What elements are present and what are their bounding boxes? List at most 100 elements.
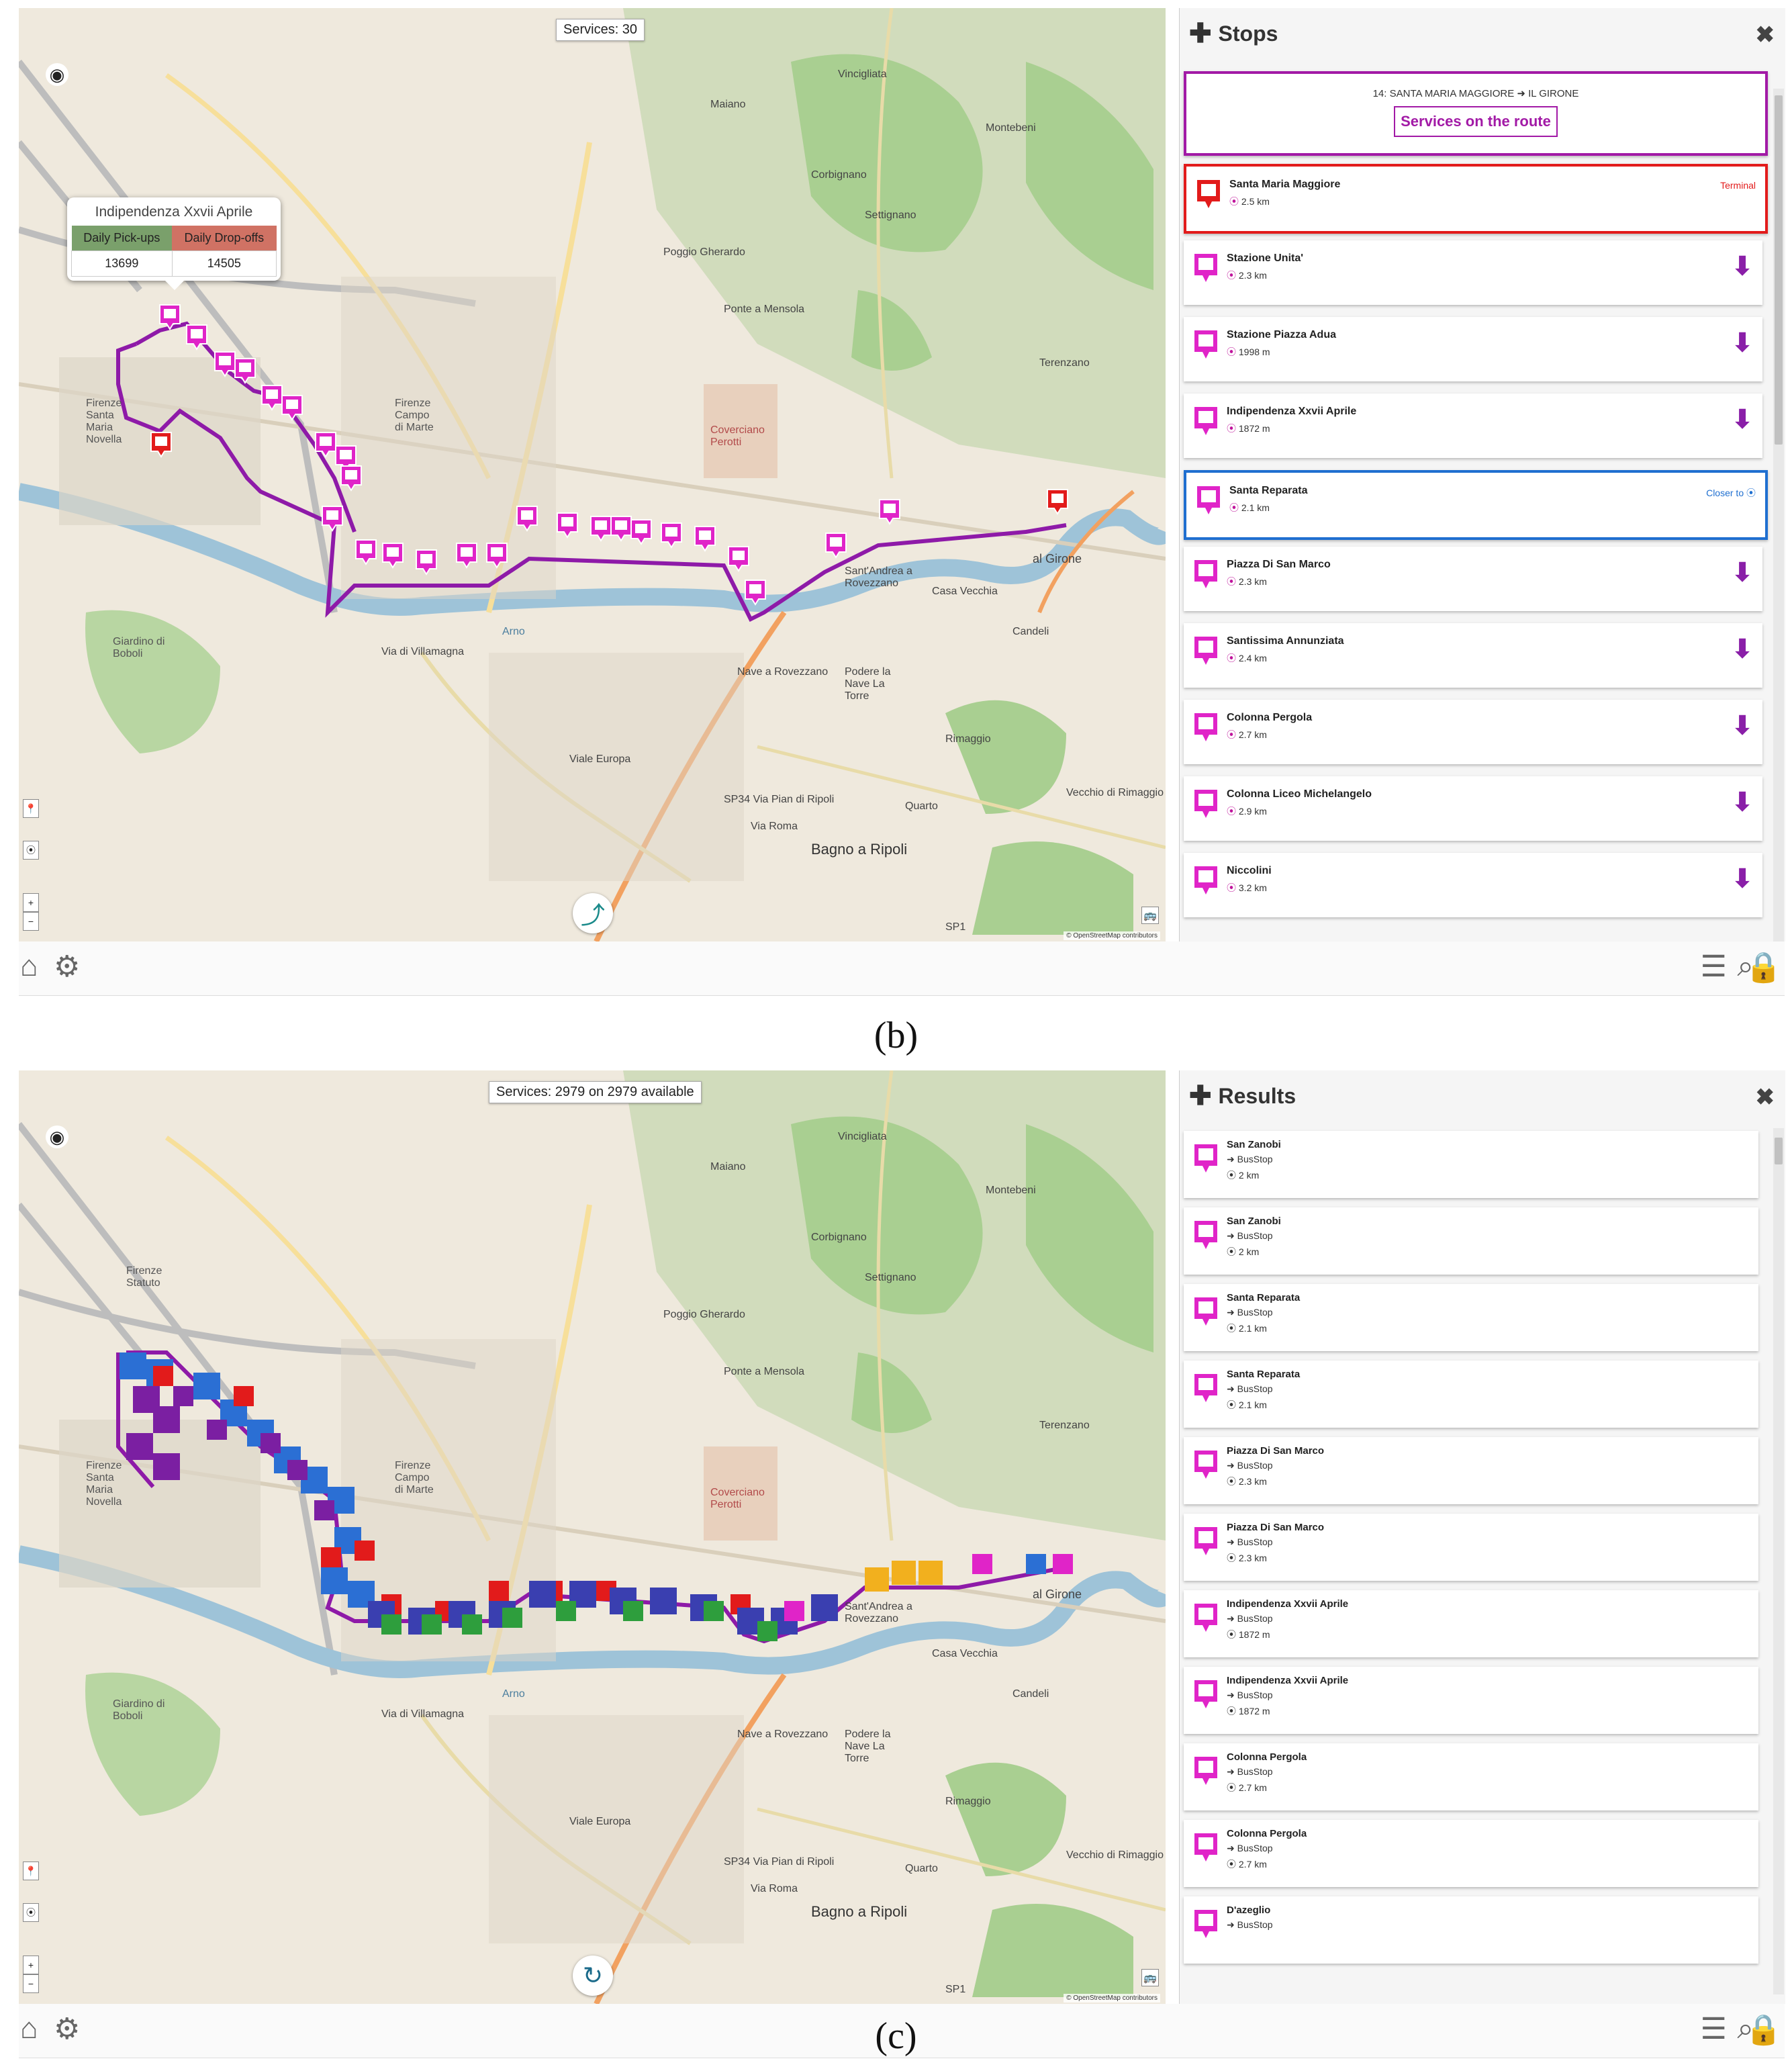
scrollbar[interactable] <box>1773 1128 1784 1994</box>
stop-card[interactable]: Santa Maria Maggiore ⦿ 2.5 km Terminal <box>1184 164 1768 234</box>
result-card[interactable]: Colonna Pergola ➜ BusStop ⦿ 2.7 km <box>1184 1743 1758 1810</box>
result-card[interactable]: Santa Reparata ➜ BusStop ⦿ 2.1 km <box>1184 1361 1758 1428</box>
gears-icon[interactable]: ⚙ <box>54 2013 81 2046</box>
arrow-down-icon[interactable]: ⬇ <box>1732 712 1753 740</box>
caption-c: (c) <box>875 2015 917 2057</box>
home-icon[interactable]: ⌂ <box>20 950 38 982</box>
map-b[interactable]: Settignano Bagno a Ripoli al Girone Fire… <box>19 8 1166 941</box>
lock-icon[interactable]: 🔒 <box>1745 2013 1782 2046</box>
home-icon[interactable]: ⌂ <box>20 2012 38 2045</box>
start-marker[interactable] <box>150 431 173 458</box>
list-icon[interactable]: ☰ <box>1700 2013 1727 2046</box>
result-card[interactable]: Indipendenza Xxvii Aprile ➜ BusStop ⦿ 1872… <box>1184 1590 1758 1657</box>
zoom-out-button[interactable]: − <box>23 1974 39 1993</box>
stop-distance: ⦿ 2.9 km <box>1227 805 1267 818</box>
stop-marker[interactable] <box>415 549 438 576</box>
stop-marker[interactable] <box>630 518 653 545</box>
osm-attribution[interactable]: © OpenStreetMap contributors <box>1064 931 1160 940</box>
arrow-down-icon[interactable]: ⬇ <box>1732 788 1753 817</box>
arrow-down-icon[interactable]: ⬇ <box>1732 635 1753 663</box>
stop-marker[interactable] <box>261 384 283 411</box>
stop-marker[interactable] <box>590 515 612 542</box>
marker-pin-icon[interactable]: 📍 <box>23 799 39 818</box>
search-icon[interactable]: ⌕ <box>1737 950 1754 982</box>
stop-marker[interactable] <box>314 431 337 458</box>
stop-marker[interactable] <box>660 522 683 549</box>
stop-marker[interactable] <box>234 357 256 384</box>
map-label-terenzano: Terenzano <box>1039 357 1090 369</box>
stop-card[interactable]: Niccolini ⦿ 3.2 km ⬇ <box>1184 853 1762 917</box>
result-card[interactable]: Santa Reparata ➜ BusStop ⦿ 2.1 km <box>1184 1284 1758 1351</box>
stop-marker[interactable] <box>321 505 344 532</box>
stop-marker[interactable] <box>744 579 767 606</box>
target-icon[interactable]: ◉ <box>46 1126 68 1148</box>
result-name: San Zanobi <box>1227 1139 1281 1150</box>
expand-icon[interactable]: ✚ <box>1189 19 1212 48</box>
locate-icon[interactable]: ⦿ <box>23 1903 39 1922</box>
result-card[interactable]: Indipendenza Xxvii Aprile ➜ BusStop ⦿ 1872… <box>1184 1667 1758 1734</box>
marker-pin-icon[interactable]: 📍 <box>23 1862 39 1880</box>
stop-marker[interactable] <box>185 324 208 351</box>
stop-marker[interactable] <box>455 542 478 569</box>
map-label-viale-europa: Viale Europa <box>569 753 631 765</box>
stop-marker[interactable] <box>381 542 404 569</box>
stop-marker[interactable] <box>158 304 181 330</box>
stop-marker[interactable] <box>516 505 538 532</box>
services-on-route-button[interactable]: Services on the route <box>1394 106 1558 137</box>
stop-marker[interactable] <box>727 545 750 572</box>
stop-card[interactable]: Piazza Di San Marco ⦿ 2.3 km ⬇ <box>1184 547 1762 611</box>
lock-icon[interactable]: 🔒 <box>1745 951 1782 984</box>
locate-icon[interactable]: ⦿ <box>23 841 39 860</box>
stop-marker[interactable] <box>340 465 363 492</box>
map-c[interactable]: Settignano Bagno a Ripoli al Girone Fire… <box>19 1070 1166 2004</box>
list-icon[interactable]: ☰ <box>1700 950 1727 983</box>
stop-marker[interactable] <box>485 542 508 569</box>
stop-marker[interactable] <box>824 532 847 559</box>
zoom-in-button[interactable]: + <box>23 893 39 912</box>
stop-marker[interactable] <box>214 351 236 377</box>
scrollbar[interactable] <box>1773 89 1784 941</box>
result-card[interactable]: Piazza Di San Marco ➜ BusStop ⦿ 2.3 km <box>1184 1514 1758 1581</box>
result-distance-value: 2.7 km <box>1238 1859 1267 1870</box>
osm-attribution[interactable]: © OpenStreetMap contributors <box>1064 1994 1160 2003</box>
stop-marker[interactable] <box>610 515 632 542</box>
result-card[interactable]: Piazza Di San Marco ➜ BusStop ⦿ 2.3 km <box>1184 1437 1758 1504</box>
bus-icon[interactable]: 🚌 <box>1141 1969 1159 1986</box>
distance-pin-icon: ⦿ <box>1229 196 1239 207</box>
search-icon[interactable]: ⌕ <box>1737 2012 1754 2045</box>
stop-marker[interactable] <box>281 394 303 421</box>
stop-card[interactable]: Santa Reparata ⦿ 2.1 km Closer to ⦿ <box>1184 470 1768 540</box>
close-icon[interactable]: ✖ <box>1755 1085 1775 1110</box>
stop-marker[interactable] <box>694 525 716 552</box>
result-card[interactable]: D'azeglio ➜ BusStop <box>1184 1896 1758 1964</box>
stop-card[interactable]: Stazione Piazza Adua ⦿ 1998 m ⬇ <box>1184 317 1762 381</box>
map-label-podere: Podere la Nave La Torre <box>845 666 891 702</box>
stop-card[interactable]: Stazione Unita' ⦿ 2.3 km ⬇ <box>1184 240 1762 305</box>
stop-marker[interactable] <box>556 512 579 539</box>
zoom-in-button[interactable]: + <box>23 1956 39 1974</box>
stop-marker[interactable] <box>334 445 357 471</box>
stop-card[interactable]: Indipendenza Xxvii Aprile ⦿ 1872 m ⬇ <box>1184 394 1762 458</box>
terminal-marker[interactable] <box>1046 488 1069 515</box>
bus-icon[interactable]: 🚌 <box>1141 907 1159 924</box>
stop-card[interactable]: Santissima Annunziata ⦿ 2.4 km ⬇ <box>1184 623 1762 688</box>
close-icon[interactable]: ✖ <box>1755 22 1775 48</box>
expand-icon[interactable]: ✚ <box>1189 1081 1212 1111</box>
gears-icon[interactable]: ⚙ <box>54 950 81 983</box>
refresh-icon[interactable]: ↻ <box>573 1956 613 1996</box>
zoom-out-button[interactable]: − <box>23 912 39 931</box>
stop-card[interactable]: Colonna Pergola ⦿ 2.7 km ⬇ <box>1184 700 1762 764</box>
target-icon[interactable]: ◉ <box>46 63 68 86</box>
arrow-down-icon[interactable]: ⬇ <box>1732 252 1753 281</box>
stop-marker[interactable] <box>355 539 377 565</box>
route-icon[interactable]: ⤴ <box>573 893 613 933</box>
arrow-down-icon[interactable]: ⬇ <box>1732 329 1753 357</box>
stop-card[interactable]: Colonna Liceo Michelangelo ⦿ 2.9 km ⬇ <box>1184 776 1762 841</box>
stop-marker[interactable] <box>878 498 901 525</box>
arrow-down-icon[interactable]: ⬇ <box>1732 865 1753 893</box>
arrow-down-icon[interactable]: ⬇ <box>1732 559 1753 587</box>
result-card[interactable]: Colonna Pergola ➜ BusStop ⦿ 2.7 km <box>1184 1820 1758 1887</box>
arrow-down-icon[interactable]: ⬇ <box>1732 406 1753 434</box>
result-card[interactable]: San Zanobi ➜ BusStop ⦿ 2 km <box>1184 1207 1758 1275</box>
result-card[interactable]: San Zanobi ➜ BusStop ⦿ 2 km <box>1184 1131 1758 1198</box>
